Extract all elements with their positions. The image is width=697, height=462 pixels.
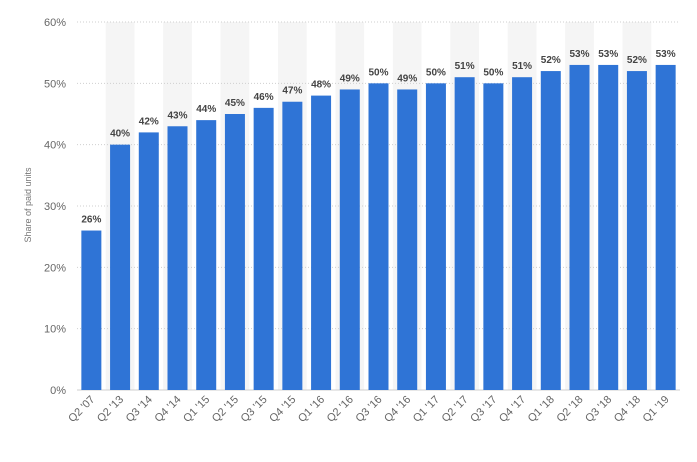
bar[interactable] [512, 77, 533, 390]
x-tick-label: Q3 '14 [124, 394, 155, 425]
data-label: 40% [110, 129, 130, 140]
data-label: 52% [627, 55, 647, 66]
x-tick-label: Q4 '16 [382, 394, 413, 425]
data-label: 44% [196, 104, 216, 115]
data-label: 51% [455, 61, 475, 72]
data-label: 50% [426, 67, 446, 78]
x-tick-label: Q1 '16 [296, 394, 327, 425]
data-label: 26% [81, 215, 101, 226]
data-label: 53% [656, 49, 676, 60]
bar[interactable] [224, 114, 245, 390]
bar[interactable] [540, 71, 561, 391]
data-label: 43% [167, 110, 187, 121]
data-label: 42% [139, 116, 159, 127]
bar[interactable] [598, 64, 619, 390]
data-label: 48% [311, 80, 331, 91]
x-tick-label: Q2 '07 [66, 394, 97, 425]
x-tick-label: Q2 '15 [210, 394, 241, 425]
y-tick-label: 60% [44, 17, 66, 29]
x-tick-label: Q3 '17 [468, 394, 499, 425]
data-labels: 26% 40% 42% 43% 44% 45% 46% 47% 48% 49% 50% 49% 50% 5… [81, 49, 675, 226]
x-tick-label: Q3 '16 [353, 394, 384, 425]
bar[interactable] [626, 71, 647, 391]
x-tick-label: Q1 '17 [411, 394, 442, 425]
y-tick-label: 20% [44, 262, 66, 274]
bar[interactable] [138, 132, 159, 390]
bar[interactable] [311, 95, 332, 390]
bar[interactable] [655, 64, 676, 390]
data-label: 50% [483, 67, 503, 78]
y-tick-label: 30% [44, 201, 66, 213]
x-tick-label: Q1 '15 [181, 394, 212, 425]
data-label: 53% [598, 49, 618, 60]
x-tick-label: Q2 '16 [325, 394, 356, 425]
data-label: 50% [368, 67, 388, 78]
bar[interactable] [368, 83, 389, 390]
y-axis-title: Share of paid units [23, 167, 33, 243]
bar[interactable] [282, 101, 303, 390]
data-label: 51% [512, 61, 532, 72]
y-axis: 0% 10% 20% 30% 40% 50% 60% [44, 17, 66, 397]
y-tick-label: 0% [50, 385, 66, 397]
bar[interactable] [454, 77, 475, 390]
x-tick-label: Q4 '15 [267, 394, 298, 425]
bar[interactable] [569, 64, 590, 390]
bar[interactable] [253, 107, 274, 390]
x-tick-label: Q4 '17 [497, 394, 528, 425]
x-tick-label: Q3 '15 [239, 394, 270, 425]
x-tick-label: Q2 '18 [554, 394, 585, 425]
x-tick-label: Q1 '18 [526, 394, 557, 425]
bar[interactable] [339, 89, 360, 390]
x-tick-label: Q2 '17 [440, 394, 471, 425]
data-label: 49% [340, 73, 360, 84]
data-label: 49% [397, 73, 417, 84]
data-label: 53% [569, 49, 589, 60]
data-label: 52% [541, 55, 561, 66]
y-tick-label: 40% [44, 140, 66, 152]
x-tick-label: Q4 '14 [152, 394, 183, 425]
data-label: 47% [282, 86, 302, 97]
bar[interactable] [110, 144, 131, 390]
x-tick-label: Q2 '13 [95, 394, 126, 425]
bars [81, 64, 676, 391]
y-tick-label: 50% [44, 78, 66, 90]
bar[interactable] [167, 126, 188, 391]
y-tick-label: 10% [44, 324, 66, 336]
data-label: 45% [225, 98, 245, 109]
bar[interactable] [425, 83, 446, 390]
bar[interactable] [397, 89, 418, 390]
bar[interactable] [196, 120, 217, 390]
bar[interactable] [81, 230, 102, 390]
x-tick-label: Q1 '19 [641, 394, 672, 425]
x-tick-label: Q3 '18 [583, 394, 614, 425]
data-label: 46% [254, 92, 274, 103]
bar[interactable] [483, 83, 504, 390]
x-tick-label: Q4 '18 [612, 394, 643, 425]
